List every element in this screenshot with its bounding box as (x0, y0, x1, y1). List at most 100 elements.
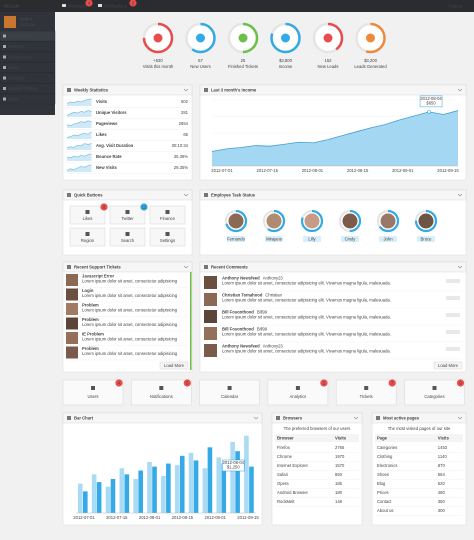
stat-row-value: 2654 (179, 121, 189, 126)
menu-item[interactable] (0, 93, 56, 105)
x-tick-label: 2012-07-01 (211, 168, 233, 173)
bar (230, 441, 235, 513)
panel-toggle[interactable] (457, 88, 463, 92)
panel-header (271, 412, 363, 424)
shortcut-button[interactable] (131, 379, 192, 406)
panel-header (62, 84, 193, 96)
x-tick-label: 2012-08-01 (302, 168, 324, 173)
logout-link[interactable]: Logout (449, 3, 463, 8)
menu-label[interactable]: Tasks (8, 65, 19, 70)
user-settings[interactable]: Settings (20, 22, 35, 27)
shortcut-label: Categories (424, 394, 444, 399)
panel-icon (67, 265, 71, 269)
menu-label[interactable]: Analytics (8, 75, 25, 80)
tooltip-date: 2012-08-04 (420, 96, 442, 101)
shortcut-button[interactable] (199, 379, 260, 406)
menu-label[interactable]: Support Tickets (8, 86, 37, 91)
menu-label[interactable]: Features (8, 44, 25, 49)
shortcut-label: Calendar (221, 394, 239, 399)
panel-toggle[interactable] (183, 88, 189, 92)
bar (166, 463, 171, 513)
comment-actions[interactable] (446, 313, 460, 317)
employee-avatar (342, 213, 358, 229)
comment-actions[interactable] (446, 296, 460, 300)
stat-row-label: Bounce Rate (96, 154, 122, 159)
menu-label[interactable]: Dashboard (8, 33, 29, 38)
shortcut-button[interactable] (62, 379, 124, 406)
notifications-icon[interactable] (98, 4, 102, 7)
stat-icon (366, 33, 375, 43)
column-header: Visits (335, 435, 347, 440)
shortcut-icon (227, 386, 232, 390)
bar (235, 451, 240, 513)
comment-actions[interactable] (446, 330, 460, 334)
ticket-title[interactable]: Problem (82, 346, 99, 351)
stat-label: Leads Generated (354, 64, 387, 69)
table-header (375, 434, 463, 442)
menu-icon (3, 34, 6, 38)
menu-item[interactable] (0, 83, 56, 94)
bar (174, 465, 180, 513)
panel-toggle[interactable] (457, 416, 463, 420)
bar (193, 460, 199, 513)
table-cell-value: 2765 (335, 445, 345, 450)
messages-icon[interactable] (62, 4, 66, 7)
ticket-title[interactable]: Problem (82, 317, 99, 322)
sparkline-area (67, 98, 92, 106)
shortcut-button[interactable] (404, 379, 465, 406)
employee-name-tag (341, 236, 359, 242)
ticket-avatar (66, 346, 78, 359)
stat-row-value: 00:10:34 (172, 143, 189, 148)
column-header: Page (377, 435, 388, 440)
quick-button[interactable] (109, 227, 146, 247)
panel-toggle[interactable] (183, 265, 189, 269)
bar (133, 479, 138, 513)
menu-label[interactable]: Users (8, 96, 19, 101)
panel-toggle[interactable] (253, 416, 259, 420)
menu-item[interactable] (0, 30, 56, 42)
comment-actions[interactable] (446, 347, 460, 351)
panel-toggle[interactable] (353, 416, 359, 420)
quick-button[interactable] (149, 227, 186, 247)
menu-item[interactable] (0, 62, 56, 73)
quick-button[interactable] (109, 205, 146, 225)
quick-button[interactable] (69, 227, 106, 247)
ticket-title[interactable]: Login (82, 288, 94, 293)
table-cell: About us (377, 508, 394, 513)
panel-toggle[interactable] (457, 193, 463, 197)
shortcut-button[interactable] (267, 379, 329, 406)
quick-button[interactable] (69, 205, 106, 225)
bar (138, 470, 143, 513)
bar (110, 479, 116, 513)
shortcut-button[interactable] (335, 379, 397, 406)
sparkline (66, 164, 92, 171)
menu-label[interactable]: Components (8, 54, 32, 59)
panel-toggle[interactable] (457, 265, 463, 269)
menu-item[interactable] (0, 51, 56, 63)
comment-actions[interactable] (446, 279, 460, 283)
bar (188, 452, 194, 513)
ticket-title[interactable]: Problem (82, 303, 99, 308)
user-name: Odinn (20, 17, 33, 22)
menu-item[interactable] (0, 72, 56, 84)
load-more-button[interactable] (433, 361, 463, 370)
bar (216, 457, 222, 513)
ticket-title[interactable]: IE Problem (82, 332, 104, 337)
x-tick-label: 2012-07-15 (256, 168, 278, 173)
bar (96, 482, 102, 513)
messages-link[interactable]: Messages (68, 3, 87, 8)
quick-button[interactable] (149, 205, 186, 225)
stat-row-label: New Visits (96, 165, 118, 170)
ticket-avatar (66, 332, 78, 344)
table-cell: Electronics (377, 463, 397, 468)
comment-author: Christian Tomahood (222, 293, 263, 298)
comment-user: Christian (265, 293, 282, 298)
table-cell: Internet Explorer (277, 463, 309, 468)
notifications-link[interactable]: Notifications (104, 3, 127, 8)
badge (140, 203, 148, 211)
menu-item[interactable] (0, 41, 56, 52)
panel-toggle[interactable] (183, 193, 189, 197)
load-more-button[interactable] (159, 361, 189, 370)
ticket-title[interactable]: Javascript Error (82, 274, 114, 279)
